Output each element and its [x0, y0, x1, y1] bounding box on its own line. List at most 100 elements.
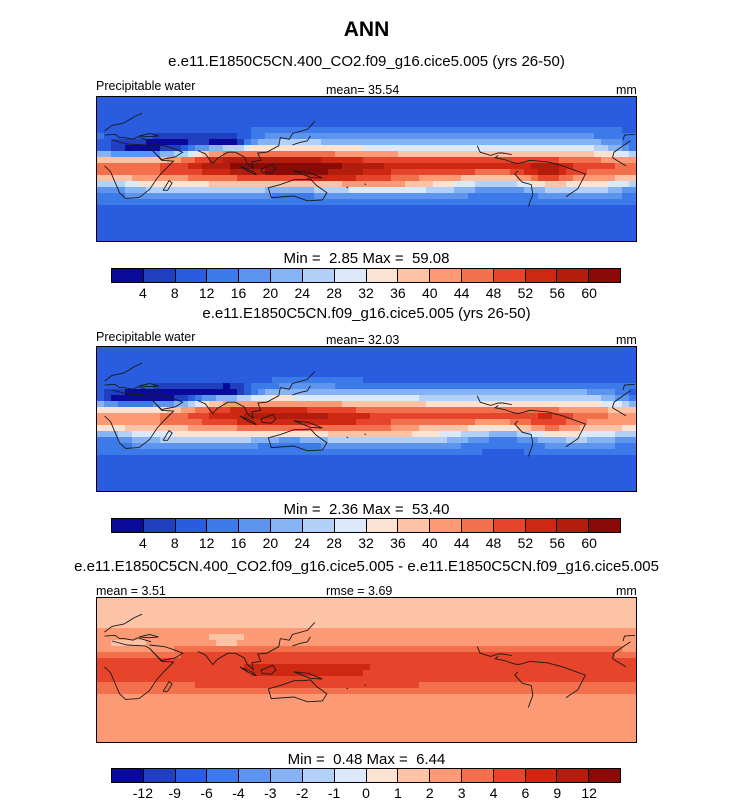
- panel-2-max-value: 53.40: [411, 501, 450, 518]
- field-cell: [237, 109, 245, 116]
- field-cell: [587, 437, 595, 444]
- field-cell: [174, 241, 182, 242]
- field-cell: [153, 437, 161, 444]
- field-cell: [384, 461, 392, 468]
- field-cell: [209, 419, 217, 426]
- field-cell: [111, 628, 119, 635]
- field-cell: [398, 598, 406, 605]
- field-cell: [251, 401, 259, 408]
- field-cell: [244, 389, 252, 396]
- field-cell: [398, 664, 406, 671]
- field-cell: [587, 646, 595, 653]
- field-cell: [391, 610, 399, 617]
- field-cell: [188, 604, 196, 611]
- field-cell: [454, 443, 462, 450]
- field-cell: [111, 407, 119, 414]
- field-cell: [181, 223, 189, 230]
- field-cell: [174, 223, 182, 230]
- field-cell: [209, 103, 217, 110]
- field-cell: [622, 347, 630, 354]
- field-cell: [279, 365, 287, 372]
- field-cell: [405, 115, 413, 122]
- field-cell: [153, 199, 161, 206]
- field-cell: [335, 109, 343, 116]
- field-cell: [489, 175, 497, 182]
- field-cell: [405, 479, 413, 486]
- field-cell: [314, 181, 322, 188]
- field-cell: [195, 431, 203, 438]
- field-cell: [559, 425, 567, 432]
- field-cell: [398, 389, 406, 396]
- field-cell: [307, 449, 315, 456]
- field-cell: [209, 359, 217, 366]
- field-cell: [524, 151, 532, 158]
- field-cell: [265, 235, 273, 241]
- field-cell: [461, 157, 469, 164]
- field-cell: [531, 115, 539, 122]
- field-cell: [356, 109, 364, 116]
- field-cell: [524, 473, 532, 480]
- field-cell: [356, 646, 364, 653]
- field-cell: [377, 205, 385, 212]
- field-cell: [286, 187, 294, 194]
- field-cell: [391, 157, 399, 164]
- field-cell: [258, 157, 266, 164]
- field-cell: [279, 211, 287, 218]
- field-cell: [258, 473, 266, 480]
- field-cell: [272, 151, 280, 158]
- field-cell: [342, 121, 350, 128]
- field-cell: [314, 115, 322, 122]
- field-cell: [419, 205, 427, 212]
- field-cell: [265, 145, 273, 152]
- field-cell: [97, 634, 105, 641]
- panel-1-min-value: 2.85: [328, 250, 359, 267]
- field-cell: [307, 217, 315, 224]
- field-cell: [251, 139, 259, 146]
- field-cell: [419, 223, 427, 230]
- field-cell: [160, 479, 168, 486]
- field-cell: [237, 479, 245, 486]
- field-cell: [300, 443, 308, 450]
- field-cell: [342, 598, 350, 605]
- field-cell: [111, 371, 119, 378]
- field-cell: [272, 652, 280, 659]
- field-cell: [559, 449, 567, 456]
- field-cell: [384, 628, 392, 635]
- field-cell: [293, 479, 301, 486]
- field-cell: [223, 449, 231, 456]
- field-cell: [454, 163, 462, 170]
- field-cell: [125, 109, 133, 116]
- field-cell: [356, 365, 364, 372]
- field-cell: [363, 479, 371, 486]
- field-cell: [377, 145, 385, 152]
- field-cell: [475, 121, 483, 128]
- field-cell: [97, 646, 105, 653]
- field-cell: [251, 169, 259, 176]
- field-cell: [419, 187, 427, 194]
- field-cell: [181, 449, 189, 456]
- field-cell: [370, 658, 378, 665]
- field-cell: [160, 455, 168, 462]
- field-cell: [475, 479, 483, 486]
- field-cell: [167, 211, 175, 218]
- field-cell: [510, 199, 518, 206]
- field-cell: [419, 407, 427, 414]
- field-cell: [202, 646, 210, 653]
- field-cell: [496, 658, 504, 665]
- field-cell: [503, 622, 511, 629]
- field-cell: [349, 359, 357, 366]
- field-cell: [559, 223, 567, 230]
- field-cell: [447, 241, 455, 242]
- field-cell: [510, 163, 518, 170]
- field-cell: [146, 455, 154, 462]
- field-cell: [475, 109, 483, 116]
- field-cell: [237, 175, 245, 182]
- field-cell: [419, 419, 427, 426]
- field-cell: [412, 449, 420, 456]
- field-cell: [531, 461, 539, 468]
- field-cell: [237, 353, 245, 360]
- field-cell: [146, 628, 154, 635]
- field-cell: [601, 241, 609, 242]
- field-cell: [636, 217, 637, 224]
- field-cell: [391, 664, 399, 671]
